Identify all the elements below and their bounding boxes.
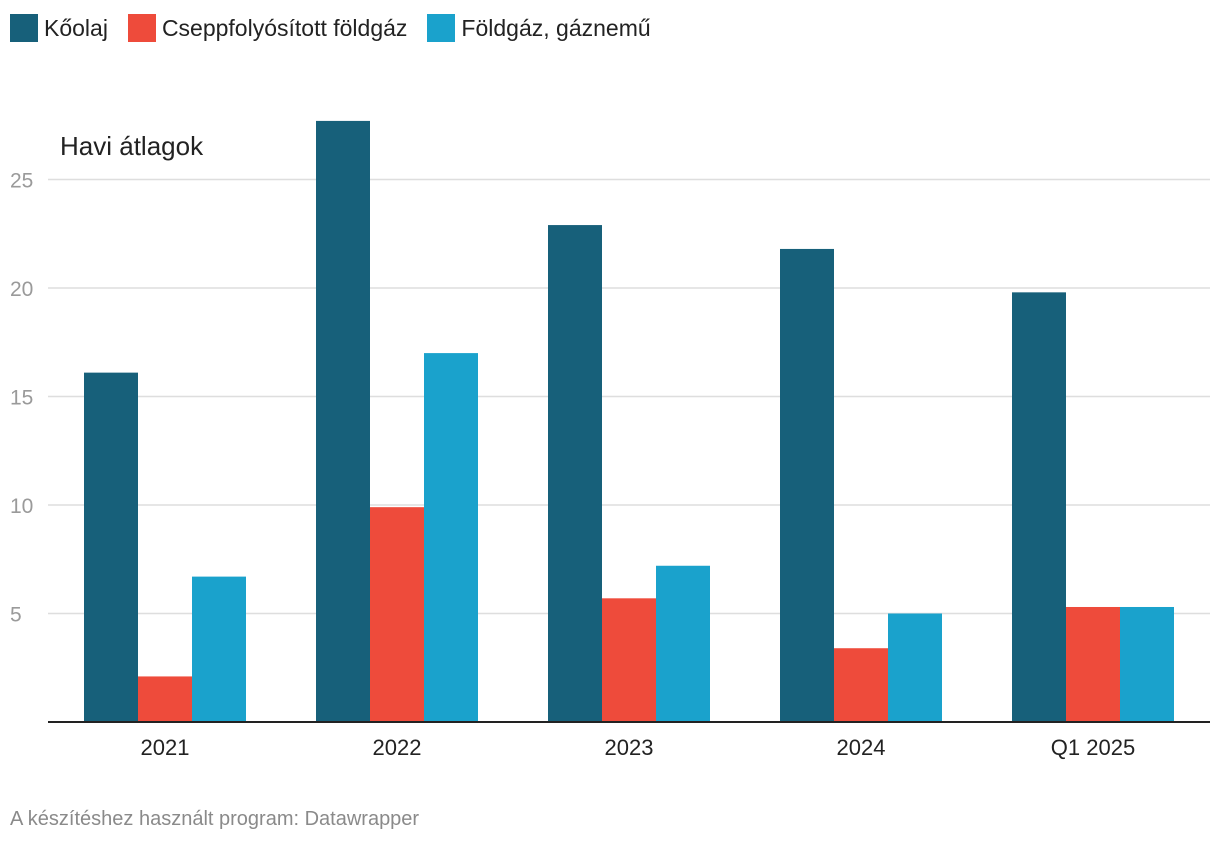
footer-credit: A készítéshez használt program: Datawrap… (10, 808, 420, 830)
bar-foldgaz-2021 (192, 576, 246, 722)
bar-foldgaz-2024 (888, 613, 942, 722)
bar-lng-2022 (370, 507, 424, 722)
x-tick-label: 2023 (605, 735, 654, 760)
bar-koolaj-2021 (84, 372, 138, 722)
y-tick-label: 10 (10, 495, 33, 518)
x-tick-label: 2024 (837, 735, 886, 760)
legend-item-lng: Cseppfolyósított földgáz (127, 14, 408, 42)
x-tick-label: Q1 2025 (1051, 735, 1135, 760)
bar-lng-q1-2025 (1066, 606, 1120, 722)
legend-label-lng: Cseppfolyósított földgáz (161, 14, 408, 41)
legend-swatch-koolaj (10, 14, 38, 42)
legend-label-foldgaz: Földgáz, gáznemű (461, 14, 651, 41)
legend-item-foldgaz: Földgáz, gáznemű (427, 14, 651, 42)
bar-koolaj-2024 (780, 248, 834, 722)
bar-koolaj-2023 (548, 225, 602, 722)
bar-lng-2023 (602, 598, 656, 722)
bar-chart: 5 10 15 20 25 Havi átlagok 2021 2022 2023 2024 Q… (10, 120, 1210, 760)
bar-foldgaz-q1-2025 (1120, 606, 1174, 722)
bar-foldgaz-2023 (656, 565, 710, 722)
x-tick-label: 2021 (141, 735, 190, 760)
y-tick-label: 25 (10, 170, 33, 193)
y-tick-label: 5 (10, 604, 22, 627)
bar-koolaj-q1-2025 (1012, 292, 1066, 722)
bar-lng-2024 (834, 648, 888, 722)
x-tick-label: 2022 (373, 735, 422, 760)
category-labels: 2021 2022 2023 2024 Q1 2025 (141, 735, 1136, 760)
y-axis-title: Havi átlagok (60, 131, 204, 161)
legend-swatch-lng (127, 14, 156, 42)
bars (84, 120, 1174, 722)
legend-item-koolaj: Kőolaj (10, 14, 108, 42)
legend-label-koolaj: Kőolaj (44, 14, 108, 41)
bar-koolaj-2022 (316, 120, 370, 722)
y-tick-label: 20 (10, 278, 33, 301)
legend-swatch-foldgaz (427, 14, 456, 42)
y-tick-label: 15 (10, 387, 33, 410)
bar-foldgaz-2022 (424, 353, 478, 722)
bar-lng-2021 (138, 676, 192, 722)
legend: Kőolaj Cseppfolyósított földgáz Földgáz,… (10, 14, 671, 42)
